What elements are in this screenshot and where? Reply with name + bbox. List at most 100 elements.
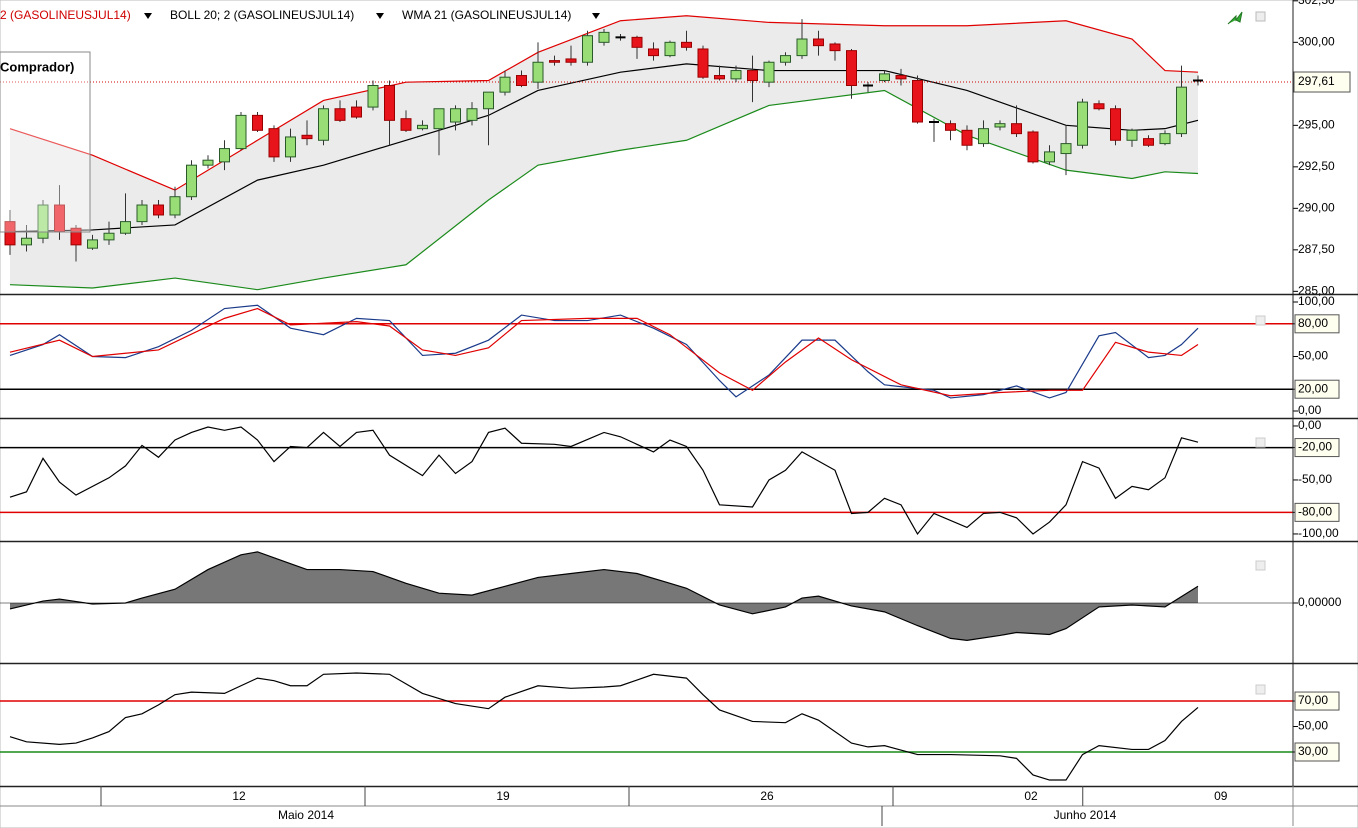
month-label: Junho 2014 [1054,808,1117,822]
candle-body [1027,131,1039,163]
candle-body [87,239,98,249]
last-price-label: 297,61 [1298,74,1335,88]
month-label: Maio 2014 [278,808,334,822]
candle-body [1176,86,1187,135]
indicator-line [9,426,1199,536]
candle-body [549,60,560,63]
candle-body [730,70,742,80]
y-tick-label: 292,50 [1298,159,1335,173]
indicator-line [9,304,1199,399]
candle-body [565,58,577,63]
last-price-box [1293,71,1351,93]
candle-body [235,114,247,150]
candle-body [697,48,709,78]
candle-body [367,84,379,108]
dropdown-arrow[interactable] [144,13,152,19]
y-tick-label: 300,00 [1298,35,1335,49]
candle-body [1126,129,1138,141]
candle-body [895,75,907,80]
y-tick-label: 70,00 [1298,693,1328,707]
candle-body [4,221,16,246]
candle-body [681,41,692,48]
panel-button[interactable] [1255,684,1266,695]
panel-button[interactable] [1255,315,1266,326]
candle-body [268,128,280,158]
y-tick-label: 0,00 [1298,403,1322,417]
candle-body [1159,133,1171,145]
candle-body [483,91,494,110]
indicator-line [9,307,1199,397]
x-tick-label: 09 [1214,789,1228,803]
y-tick-label: -50,00 [1298,472,1332,486]
candle-body [1143,138,1154,146]
dropdown-arrow[interactable] [376,13,384,19]
dropdown-arrow[interactable] [592,13,600,19]
y-tick-label: -80,00 [1298,505,1332,519]
y-tick-label: 295,00 [1298,118,1335,132]
floating-panel [0,51,91,233]
candle-body [532,61,544,83]
y-tick-label: 50,00 [1298,719,1328,733]
candle-body [37,204,49,239]
candle-body [450,108,461,123]
legend-item[interactable]: WMA 21 (GASOLINEUSJUL14) [402,8,571,22]
candle-body [400,118,412,131]
level-label-box [1294,314,1340,334]
candle-body [1060,143,1072,155]
x-tick-label: 02 [1024,789,1038,803]
legend-item[interactable]: BOLL 20; 2 (GASOLINEUSJUL14) [170,8,354,22]
legend-item[interactable]: 2 (GASOLINEUSJUL14) [0,8,131,22]
candle-body [334,108,346,121]
candle-body [1011,123,1022,135]
y-tick-label: 0,00 [1298,418,1322,432]
candle-body [1077,101,1088,146]
level-label-box [1294,502,1340,522]
candle-body [961,129,973,146]
candle-body [945,123,956,131]
panel-button[interactable] [1255,437,1266,448]
candle-body [285,136,296,158]
candle-body [747,70,758,82]
candle-body [879,73,890,82]
y-tick-label: 30,00 [1298,744,1328,758]
candle-body [796,38,808,57]
y-tick-label: 80,00 [1298,316,1328,330]
candle-body [136,204,148,223]
candle-body [186,164,197,198]
y-tick-label: -100,00 [1298,526,1339,540]
candle-body [648,48,659,57]
candle-body [433,108,445,130]
y-tick-label: 290,00 [1298,201,1335,215]
panel-button[interactable] [1255,560,1266,571]
candle-body [994,123,1006,128]
candle-body [912,80,923,123]
y-tick-label: 100,00 [1298,294,1335,308]
x-tick-label: 26 [760,789,774,803]
level-label-box [1294,691,1340,711]
candle-body [202,159,214,166]
candle-body [780,55,791,63]
candle-body [318,108,329,141]
x-tick-label: 19 [496,789,510,803]
floating-panel-label: Comprador) [0,59,74,74]
level-label-box [1294,379,1340,399]
candle-body [1110,108,1121,141]
y-tick-label: 50,00 [1298,349,1328,363]
candle-body [763,61,775,83]
candle-body [631,36,643,48]
candle-body [466,108,478,121]
candle-body [598,31,610,43]
candle-body [301,134,313,140]
candle-body [499,76,511,93]
y-tick-label: -20,00 [1298,440,1332,454]
level-label-box [1294,438,1340,458]
candle-body [70,227,82,246]
candle-body [1044,151,1055,163]
candle-body [21,237,32,246]
candle-body [169,196,181,216]
panel-button[interactable] [1255,11,1266,22]
trend-icon[interactable] [1227,11,1243,25]
